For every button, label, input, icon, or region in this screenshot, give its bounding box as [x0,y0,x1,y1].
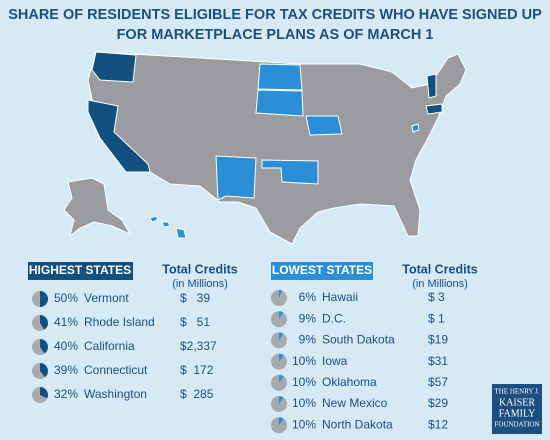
pie-share [279,353,284,362]
washington [91,51,137,83]
pie-share [279,290,282,298]
alaska [63,177,132,238]
credits: $57 [428,375,448,389]
credits: $19 [428,333,448,347]
logo-text: KAISER [499,397,535,408]
credits: $ 51 [180,315,210,329]
new-mexico [215,155,257,201]
share-label: 6% [299,290,317,304]
state-name: New Mexico [322,396,388,410]
share-label: 9% [299,311,317,325]
state-name: Vermont [84,291,129,305]
state-name: California [84,339,135,353]
credits: $31 [428,354,448,368]
north-dakota [257,63,303,91]
pie-share [279,374,284,383]
highest-header-box [28,262,133,280]
hawaii [149,215,187,239]
share-label: 40% [54,339,78,353]
logo-text: FOUNDATION [494,421,539,429]
logo-text: THE HENRY J. [494,388,539,396]
credits: $ 172 [180,363,214,377]
credits: $2,337 [180,339,217,353]
pie-share [40,315,49,330]
title-line: FOR MARKETPLACE PLANS AS OF MARCH 1 [117,27,434,43]
share-label: 41% [54,315,78,329]
state-name: D.C. [322,311,346,325]
column-header: Total Credits [402,262,478,276]
credits: $ 285 [180,387,214,401]
pie-share [40,339,49,354]
credits: $ 39 [180,291,210,305]
rhode-island-connecticut [425,103,443,115]
california [87,99,151,173]
share-label: 9% [299,333,317,347]
dc [411,123,420,133]
state-name: South Dakota [322,333,395,347]
state-name: Rhode Island [84,315,155,329]
pie-share [40,363,48,378]
pie-share [279,332,284,341]
column-subheader: (in Millions) [412,278,468,290]
share-label: 32% [54,387,78,401]
iowa [305,115,343,136]
pie-share [279,311,284,320]
share-label: 10% [292,417,316,431]
credits: $12 [428,417,448,431]
state-name: Oklahoma [322,375,377,389]
title-line: SHARE OF RESIDENTS ELIGIBLE FOR TAX CRED… [8,7,542,23]
share-label: 39% [54,363,78,377]
share-label: 10% [292,396,316,410]
vermont [426,73,437,99]
oklahoma [261,159,319,185]
state-name: North Dakota [322,417,393,431]
credits: $ 1 [428,311,445,325]
share-label: 10% [292,375,316,389]
pie-share [40,291,48,307]
column-header: Total Credits [162,262,238,276]
logo-box [492,384,542,434]
state-name: Iowa [322,354,348,368]
state-name: Hawaii [322,290,358,304]
credits: $ 3 [428,290,445,304]
state-name: Connecticut [84,363,148,377]
pie-share [279,396,284,404]
logo-text: FAMILY [499,408,536,419]
state-name: Washington [84,387,147,401]
highest-header: HIGHEST STATES [29,263,131,277]
share-label: 10% [292,354,316,368]
pie-share [279,417,284,426]
column-subheader: (in Millions) [172,278,228,290]
lowest-header: LOWEST STATES [272,263,372,277]
credits: $29 [428,396,448,410]
share-label: 50% [54,291,78,305]
us-map [63,51,467,245]
south-dakota [255,89,304,117]
pie-share [40,387,48,399]
lowest-header-box [271,262,373,280]
